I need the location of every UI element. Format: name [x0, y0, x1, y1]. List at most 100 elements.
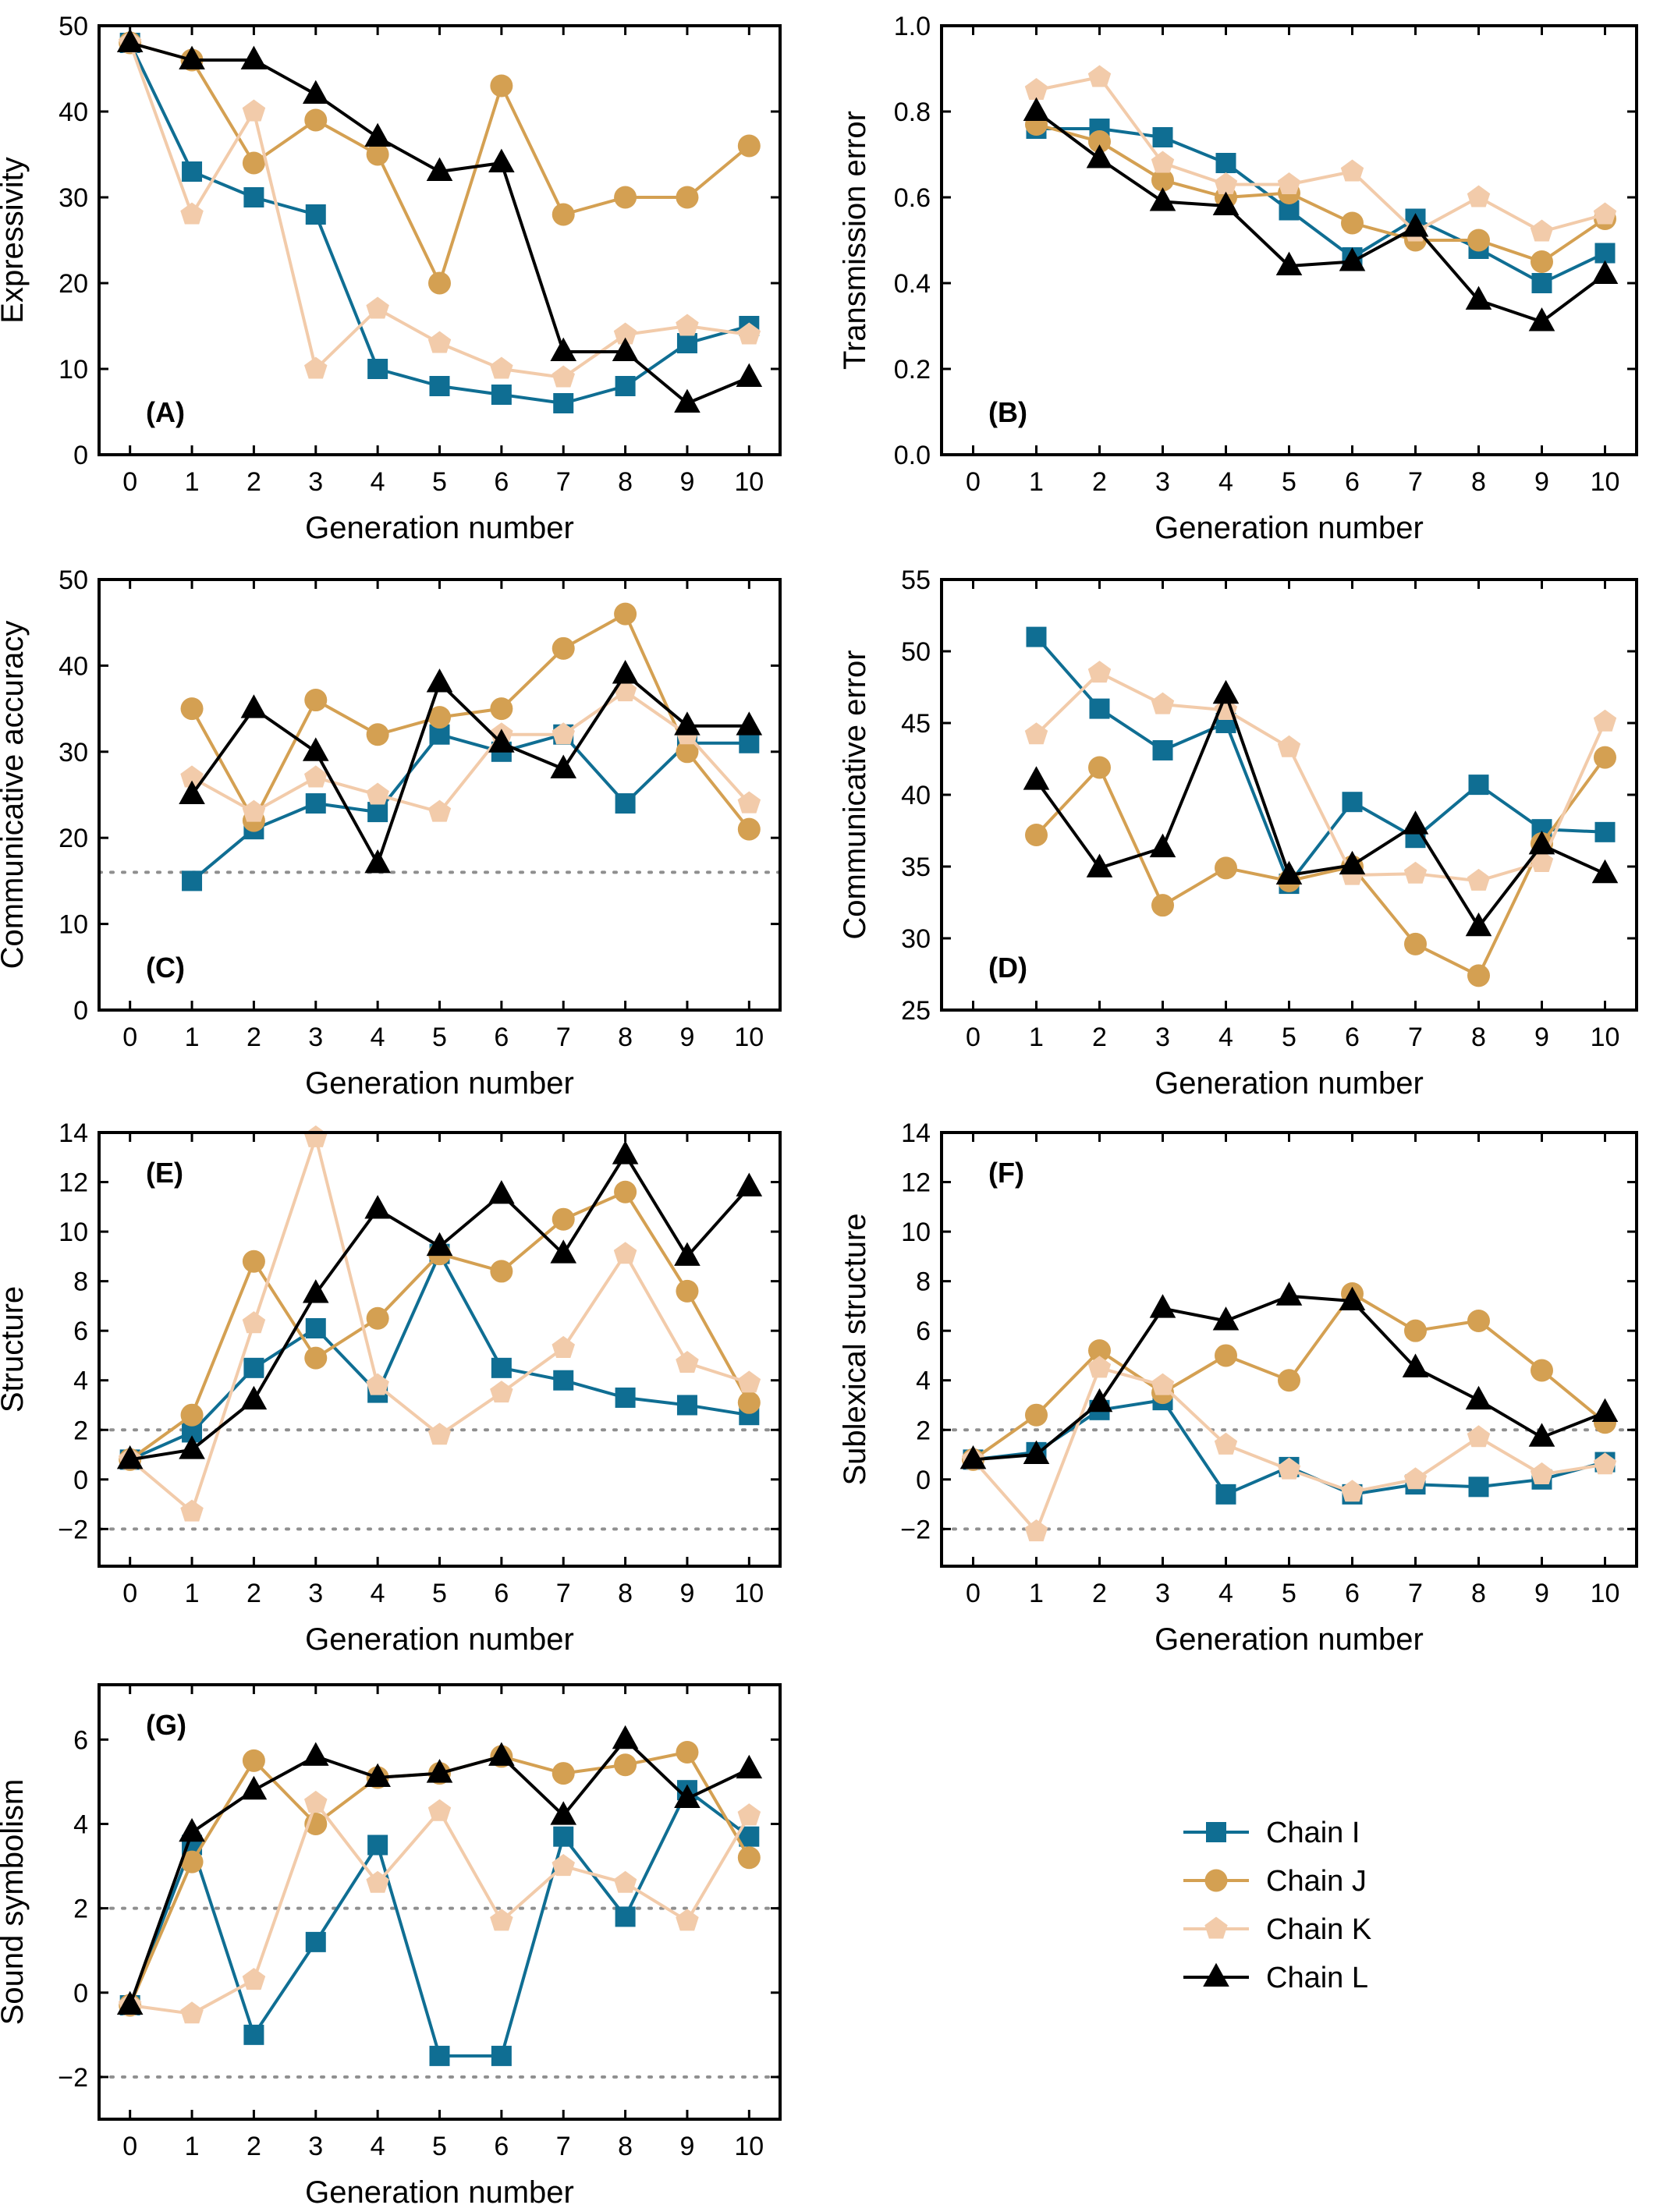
- series-line-chain-l: [1034, 693, 1606, 929]
- y-tick-label: 40: [901, 781, 931, 810]
- x-tick-label: 2: [247, 467, 261, 497]
- plot-area: [116, 1125, 763, 1522]
- data-point-chain-k: [180, 765, 204, 788]
- plot-area: [1023, 626, 1619, 987]
- series-line-chain-k: [128, 42, 750, 379]
- panel-c: 0 1 2 3 4 5 6 7 8 9 10 0 10 20 30 40 50 Generation number…: [0, 565, 782, 1101]
- y-tick-label: 50: [59, 12, 88, 41]
- data-point-chain-j: [242, 1749, 265, 1772]
- series-line-chain-i: [1036, 127, 1606, 285]
- data-point-chain-l: [612, 337, 639, 361]
- y-tick-label: 10: [901, 1218, 931, 1247]
- x-tick-label: 5: [1282, 1023, 1296, 1052]
- data-point-chain-i: [491, 2045, 512, 2066]
- data-point-chain-j: [676, 1741, 699, 1764]
- data-point-chain-l: [736, 1172, 763, 1196]
- data-point-chain-k: [613, 1242, 637, 1264]
- data-point-chain-l: [1212, 679, 1240, 704]
- data-point-chain-j: [180, 1403, 204, 1427]
- data-point-chain-l: [488, 148, 515, 172]
- x-tick-label: 6: [494, 1579, 509, 1608]
- x-tick-label: 5: [432, 1579, 447, 1608]
- legend-label: Chain K: [1266, 1913, 1371, 1946]
- data-point-chain-l: [1402, 1353, 1429, 1377]
- panel-a: 0 1 2 3 4 5 6 7 8 9 10 0 10 20 30 40 50 Generation number…: [0, 12, 782, 545]
- data-point-chain-j: [304, 108, 328, 132]
- y-axis-label: Transmission error: [838, 111, 872, 370]
- data-point-chain-k: [1593, 202, 1617, 225]
- x-tick-label: 0: [966, 1579, 981, 1608]
- data-point-chain-i: [1594, 821, 1616, 842]
- y-tick-label: 0.0: [894, 441, 931, 470]
- series-line-chain-k: [191, 689, 750, 814]
- x-tick-label: 4: [371, 2132, 385, 2161]
- data-point-chain-l: [302, 1279, 329, 1303]
- data-point-chain-k: [676, 1909, 699, 1931]
- x-tick-label: 4: [1218, 1579, 1233, 1608]
- data-point-chain-i: [367, 1834, 388, 1856]
- data-point-chain-j: [1404, 1319, 1427, 1342]
- y-tick-label: 25: [901, 996, 931, 1026]
- data-point-chain-l: [1149, 187, 1176, 211]
- data-point-chain-j: [490, 697, 513, 721]
- series-chain-j: [180, 602, 761, 841]
- data-point-chain-j: [1531, 1359, 1553, 1382]
- series-chain-l: [116, 28, 763, 413]
- data-point-chain-k: [1403, 1467, 1428, 1490]
- data-point-chain-i: [1215, 1484, 1236, 1505]
- data-point-chain-l: [179, 1817, 205, 1842]
- data-point-chain-j: [737, 1846, 761, 1870]
- data-point-chain-l: [1086, 853, 1113, 877]
- y-tick-label: 8: [73, 1267, 88, 1297]
- data-point-chain-j: [552, 636, 575, 660]
- data-point-chain-k: [1530, 1462, 1554, 1484]
- data-point-chain-l: [1528, 307, 1555, 331]
- legend-marker-pentagon: [1204, 1916, 1228, 1939]
- data-point-chain-k: [737, 322, 761, 345]
- data-point-chain-k: [427, 331, 452, 353]
- data-point-chain-i: [615, 793, 636, 814]
- data-point-chain-k: [1340, 1480, 1364, 1502]
- data-point-chain-j: [614, 602, 637, 626]
- data-point-chain-j: [1215, 856, 1237, 880]
- legend-marker-circle: [1204, 1869, 1228, 1892]
- data-point-chain-j: [366, 723, 389, 746]
- data-point-chain-l: [179, 780, 205, 804]
- x-tick-label: 7: [556, 2132, 571, 2161]
- data-point-chain-i: [305, 204, 326, 225]
- y-axis-label: Sound symbolism: [0, 1779, 30, 2026]
- y-tick-label: 12: [59, 1168, 88, 1198]
- y-tick-label: 0.6: [894, 183, 931, 213]
- data-point-chain-j: [1215, 1344, 1237, 1367]
- panel-label: (B): [988, 396, 1027, 428]
- y-tick-label: 30: [59, 738, 88, 767]
- data-point-chain-j: [614, 1180, 637, 1203]
- x-tick-label: 3: [308, 2132, 323, 2161]
- data-point-chain-k: [304, 1125, 328, 1147]
- x-axis-label: Generation number: [1155, 511, 1424, 545]
- data-point-chain-k: [1530, 219, 1554, 242]
- x-tick-label: 6: [494, 1023, 509, 1052]
- data-point-chain-k: [427, 1799, 452, 1821]
- panel-label: (C): [146, 952, 185, 984]
- x-tick-label: 1: [1029, 1579, 1044, 1608]
- x-tick-label: 3: [308, 1023, 323, 1052]
- data-point-chain-k: [242, 1311, 266, 1334]
- data-point-chain-i: [1026, 626, 1047, 647]
- y-tick-label: 0: [73, 996, 88, 1026]
- data-point-chain-i: [1531, 273, 1552, 293]
- data-point-chain-k: [242, 99, 266, 122]
- data-point-chain-i: [1594, 243, 1616, 264]
- panel-b: 0 1 2 3 4 5 6 7 8 9 10 0.0 0.2 0.4 0.6 0.8 1.0 Generation…: [838, 12, 1638, 545]
- x-tick-label: 0: [966, 467, 981, 497]
- data-point-chain-k: [1593, 709, 1617, 732]
- axes-frame: [940, 578, 1638, 1012]
- y-tick-label: 2: [916, 1416, 931, 1445]
- data-point-chain-j: [490, 1260, 513, 1283]
- data-point-chain-l: [302, 1742, 329, 1766]
- x-tick-label: 3: [308, 1579, 323, 1608]
- data-point-chain-k: [180, 202, 204, 225]
- series-line-chain-k: [971, 1366, 1605, 1533]
- series-line-chain-i: [1034, 636, 1605, 886]
